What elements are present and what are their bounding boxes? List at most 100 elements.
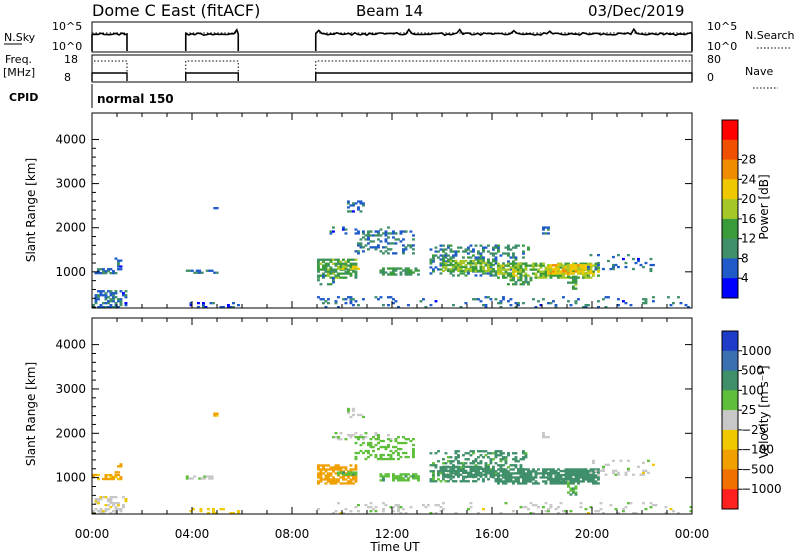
- velocity-cell: [524, 480, 528, 483]
- velocity-cell: [447, 473, 450, 476]
- velocity-cell: [215, 412, 219, 415]
- velocity-cell: [459, 468, 463, 471]
- velocity-cell: [432, 464, 435, 467]
- velocity-cell: [517, 482, 520, 485]
- power-cell: [457, 267, 460, 271]
- power-cell: [212, 302, 215, 305]
- velocity-cell: [377, 438, 380, 441]
- power-cell: [399, 273, 403, 276]
- velocity-cell: [487, 452, 490, 455]
- velocity-cell: [562, 482, 565, 485]
- velocity-cell: [497, 482, 500, 485]
- velocity-cell: [484, 467, 488, 470]
- power-cell: [337, 260, 340, 263]
- velocity-cell: [442, 465, 445, 468]
- power-cell: [624, 302, 628, 305]
- velocity-cell: [457, 471, 460, 474]
- velocity-cell: [387, 473, 390, 476]
- power-cell: [487, 262, 490, 265]
- power-cell: [474, 265, 478, 269]
- power-cell: [409, 269, 413, 272]
- velocity-cell: [324, 478, 328, 481]
- power-cell: [442, 263, 445, 267]
- power-cell: [507, 254, 510, 257]
- velocity-colorbar-label: 100: [741, 383, 764, 397]
- velocity-cell: [592, 461, 595, 464]
- power-cell: [97, 272, 100, 275]
- power-cell: [479, 259, 483, 263]
- power-cell: [198, 269, 202, 272]
- power-cell: [544, 232, 548, 235]
- velocity-cell: [474, 469, 478, 472]
- power-cell: [564, 264, 568, 267]
- velocity-cell: [92, 510, 95, 513]
- power-colorbar-label: 28: [741, 153, 756, 167]
- power-cell: [527, 248, 530, 251]
- velocity-cell: [203, 477, 207, 480]
- power-cell: [569, 272, 573, 275]
- power-cell: [554, 304, 558, 307]
- velocity-cell: [584, 471, 588, 475]
- velocity-cell: [492, 458, 495, 461]
- velocity-cell: [559, 469, 563, 473]
- velocity-cell: [549, 477, 553, 481]
- velocity-cell: [572, 477, 575, 481]
- power-cell: [574, 275, 578, 278]
- power-cell: [482, 272, 485, 275]
- velocity-cell: [407, 455, 410, 459]
- power-cell: [497, 250, 500, 253]
- velocity-cell: [442, 471, 445, 474]
- velocity-cell: [454, 458, 458, 461]
- power-cell: [559, 272, 563, 275]
- power-cell: [574, 283, 578, 286]
- velocity-cell: [464, 475, 468, 478]
- power-cell: [364, 234, 368, 237]
- power-cell: [349, 267, 353, 270]
- velocity-cell: [337, 480, 340, 483]
- velocity-cell: [492, 467, 495, 470]
- power-cell: [339, 267, 343, 270]
- power-cell: [547, 226, 550, 229]
- velocity-cell: [512, 476, 515, 479]
- velocity-cell: [109, 502, 113, 505]
- power-cell: [392, 236, 395, 239]
- velocity-cell: [389, 455, 393, 459]
- power-cell: [99, 268, 103, 271]
- velocity-cell: [509, 478, 513, 481]
- power-cell: [359, 210, 363, 213]
- power-cell: [499, 254, 503, 257]
- power-cell: [439, 258, 443, 261]
- velocity-cell: [104, 475, 108, 479]
- velocity-cell: [342, 471, 345, 474]
- velocity-cell: [379, 453, 383, 457]
- power-cell: [579, 266, 583, 269]
- power-colorbar-label: 16: [741, 212, 756, 226]
- power-cell: [190, 269, 194, 272]
- velocity-cell: [507, 470, 510, 473]
- power-cell: [494, 256, 498, 259]
- power-cell: [317, 260, 320, 263]
- power-cell: [469, 259, 473, 263]
- velocity-cell: [412, 475, 415, 478]
- velocity-cell: [472, 469, 475, 472]
- velocity-cell: [519, 506, 523, 509]
- velocity-cell: [384, 447, 388, 451]
- power-cell: [544, 266, 548, 269]
- velocity-cell: [454, 512, 458, 515]
- velocity-cell: [367, 441, 370, 445]
- power-cell: [197, 306, 200, 309]
- power-cell: [484, 304, 488, 307]
- velocity-cell: [200, 477, 204, 480]
- velocity-cell: [532, 478, 535, 481]
- velocity-cell: [407, 473, 410, 476]
- velocity-ytick-label: 4000: [55, 338, 86, 352]
- velocity-cell: [479, 475, 483, 478]
- power-cell: [554, 272, 558, 275]
- power-cell: [584, 304, 588, 307]
- power-cell: [389, 296, 393, 299]
- velocity-cell: [504, 502, 508, 505]
- power-cell: [484, 306, 488, 309]
- velocity-cell: [642, 502, 645, 505]
- velocity-cell: [329, 482, 333, 485]
- power-cell: [502, 296, 505, 299]
